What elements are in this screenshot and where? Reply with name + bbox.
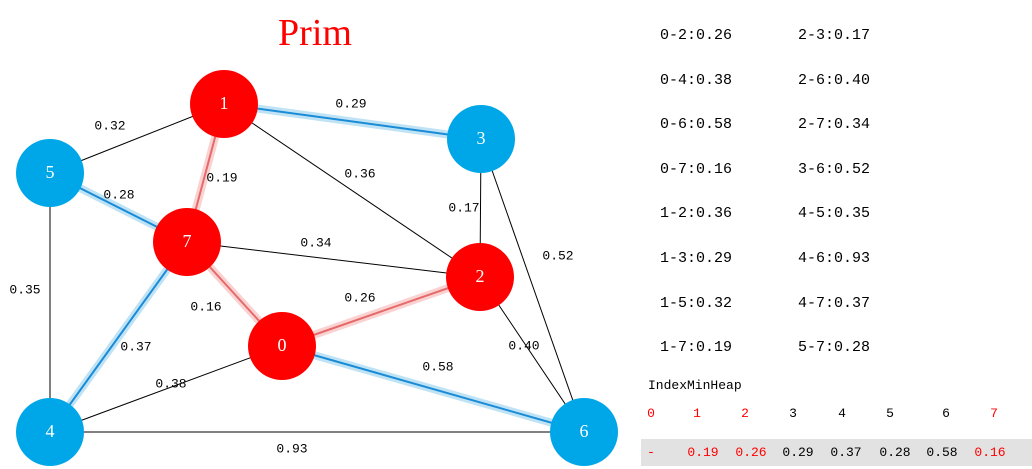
heap-value-2: 0.26 [735, 445, 767, 460]
heap-title: IndexMinHeap [648, 378, 742, 393]
heap-index-5: 5 [886, 406, 894, 421]
edge-2-7 [186, 241, 481, 278]
edge-weight-label-0-4: 0.38 [155, 376, 186, 391]
node-label-6: 6 [580, 421, 589, 441]
heap-values-bar [641, 439, 1032, 466]
node-circle-7 [153, 208, 221, 276]
heap-index-0: 0 [647, 406, 655, 421]
edge-3-6 [480, 138, 585, 433]
node-label-0: 0 [278, 335, 287, 355]
edge-line-3-6 [480, 138, 585, 433]
edge-list-item: 1-7:0.19 [660, 339, 733, 357]
heap-index-6: 6 [942, 406, 950, 421]
edge-list-item: 0-7:0.16 [660, 160, 733, 178]
edge-list-item: 2-7:0.34 [798, 116, 871, 134]
node-5: 5 [16, 139, 84, 207]
node-0: 0 [248, 312, 316, 380]
edge-list-item: 4-7:0.37 [798, 294, 871, 312]
heap-index-4: 4 [838, 406, 846, 421]
edge-weight-label-0-7: 0.16 [190, 299, 221, 314]
heap-value-7: 0.16 [974, 445, 1006, 460]
edge-line-0-2 [281, 276, 481, 347]
edge-list-item: 4-6:0.93 [798, 250, 871, 267]
node-2: 2 [446, 243, 514, 311]
node-6: 6 [550, 398, 618, 466]
edge-weight-label-1-3: 0.29 [335, 96, 366, 111]
edge-1-3 [220, 100, 485, 143]
node-3: 3 [447, 105, 515, 173]
edge-0-2 [278, 273, 484, 350]
edge-4-7 [46, 238, 191, 436]
heap-index-7: 7 [990, 406, 998, 421]
edge-list-item: 1-2:0.36 [660, 205, 733, 223]
edge-weight-label-0-2: 0.26 [344, 290, 375, 305]
edge-weight-label-1-7: 0.19 [206, 170, 237, 185]
edge-list-item: 0-4:0.38 [660, 71, 733, 89]
edge-weight-label-3-6: 0.52 [542, 248, 573, 263]
edge-line-0-6 [281, 345, 585, 433]
diagram-title: Prim [278, 12, 352, 54]
node-circle-4 [16, 398, 84, 466]
node-circle-2 [446, 243, 514, 311]
edge-list-item: 0-2:0.26 [660, 27, 733, 44]
node-circle-6 [550, 398, 618, 466]
edge-1-2 [223, 103, 481, 278]
edge-line-0-4 [49, 345, 283, 433]
graph-canvas: Prim 0.26 0.38 0.58 0.16 0.36 0.29 0.32 0.19 0.1… [9, 12, 618, 466]
edge-weight-label-5-7: 0.28 [103, 187, 134, 202]
edge-weight-label-4-5: 0.35 [9, 282, 40, 297]
edge-list-item: 0-6:0.58 [660, 116, 733, 134]
node-label-5: 5 [46, 162, 55, 182]
node-label-7: 7 [183, 231, 192, 251]
node-circle-1 [190, 70, 258, 138]
heap-index-2: 2 [741, 406, 749, 421]
node-label-2: 2 [476, 266, 485, 286]
nodes-layer: 0 1 2 3 4 5 6 7 [16, 70, 618, 466]
heap-value-5: 0.28 [879, 445, 911, 460]
edge-line-1-2 [223, 103, 481, 278]
node-label-3: 3 [477, 128, 486, 148]
heap-index-1: 1 [693, 406, 701, 421]
edge-list-item: 4-5:0.35 [798, 205, 871, 223]
edge-line-4-7 [49, 241, 188, 433]
edge-0-4 [49, 345, 283, 433]
heap-value-0: - [647, 445, 655, 460]
edge-weight-label-1-5: 0.32 [94, 118, 125, 133]
heap-value-4: 0.37 [830, 445, 862, 460]
node-7: 7 [153, 208, 221, 276]
heap-index-3: 3 [789, 406, 797, 421]
node-circle-0 [248, 312, 316, 380]
edge-weight-label-4-6: 0.93 [276, 441, 307, 456]
edge-list-item: 1-3:0.29 [660, 250, 733, 267]
node-4: 4 [16, 398, 84, 466]
edge-list-item: 5-7:0.28 [798, 339, 871, 357]
edge-list-item: 2-3:0.17 [798, 27, 871, 44]
node-circle-5 [16, 139, 84, 207]
node-label-1: 1 [220, 93, 229, 113]
heap-value-6: 0.58 [926, 445, 958, 460]
edge-weight-label-2-6: 0.40 [508, 338, 539, 353]
edge-weight-label-2-3: 0.17 [448, 200, 479, 215]
edge-weight-label-0-6: 0.58 [422, 359, 453, 374]
edge-list-item: 2-6:0.40 [798, 71, 871, 89]
heap-value-1: 0.19 [687, 445, 719, 460]
node-label-4: 4 [46, 421, 55, 441]
edge-line-1-3 [223, 103, 482, 140]
node-1: 1 [190, 70, 258, 138]
edge-labels-layer: 0.26 0.38 0.58 0.16 0.36 0.29 0.32 0.19 0.17 0.40… [9, 96, 573, 456]
edge-0-6 [278, 342, 588, 436]
edge-weight-label-1-2: 0.36 [344, 166, 375, 181]
edge-weight-label-2-7: 0.34 [300, 235, 331, 250]
edge-line-2-7 [186, 241, 481, 278]
heap-value-3: 0.29 [782, 445, 814, 460]
node-circle-3 [447, 105, 515, 173]
edge-list-item: 1-5:0.32 [660, 294, 733, 312]
edge-weight-label-4-7: 0.37 [120, 339, 151, 354]
edge-list-item: 3-6:0.52 [798, 160, 871, 178]
